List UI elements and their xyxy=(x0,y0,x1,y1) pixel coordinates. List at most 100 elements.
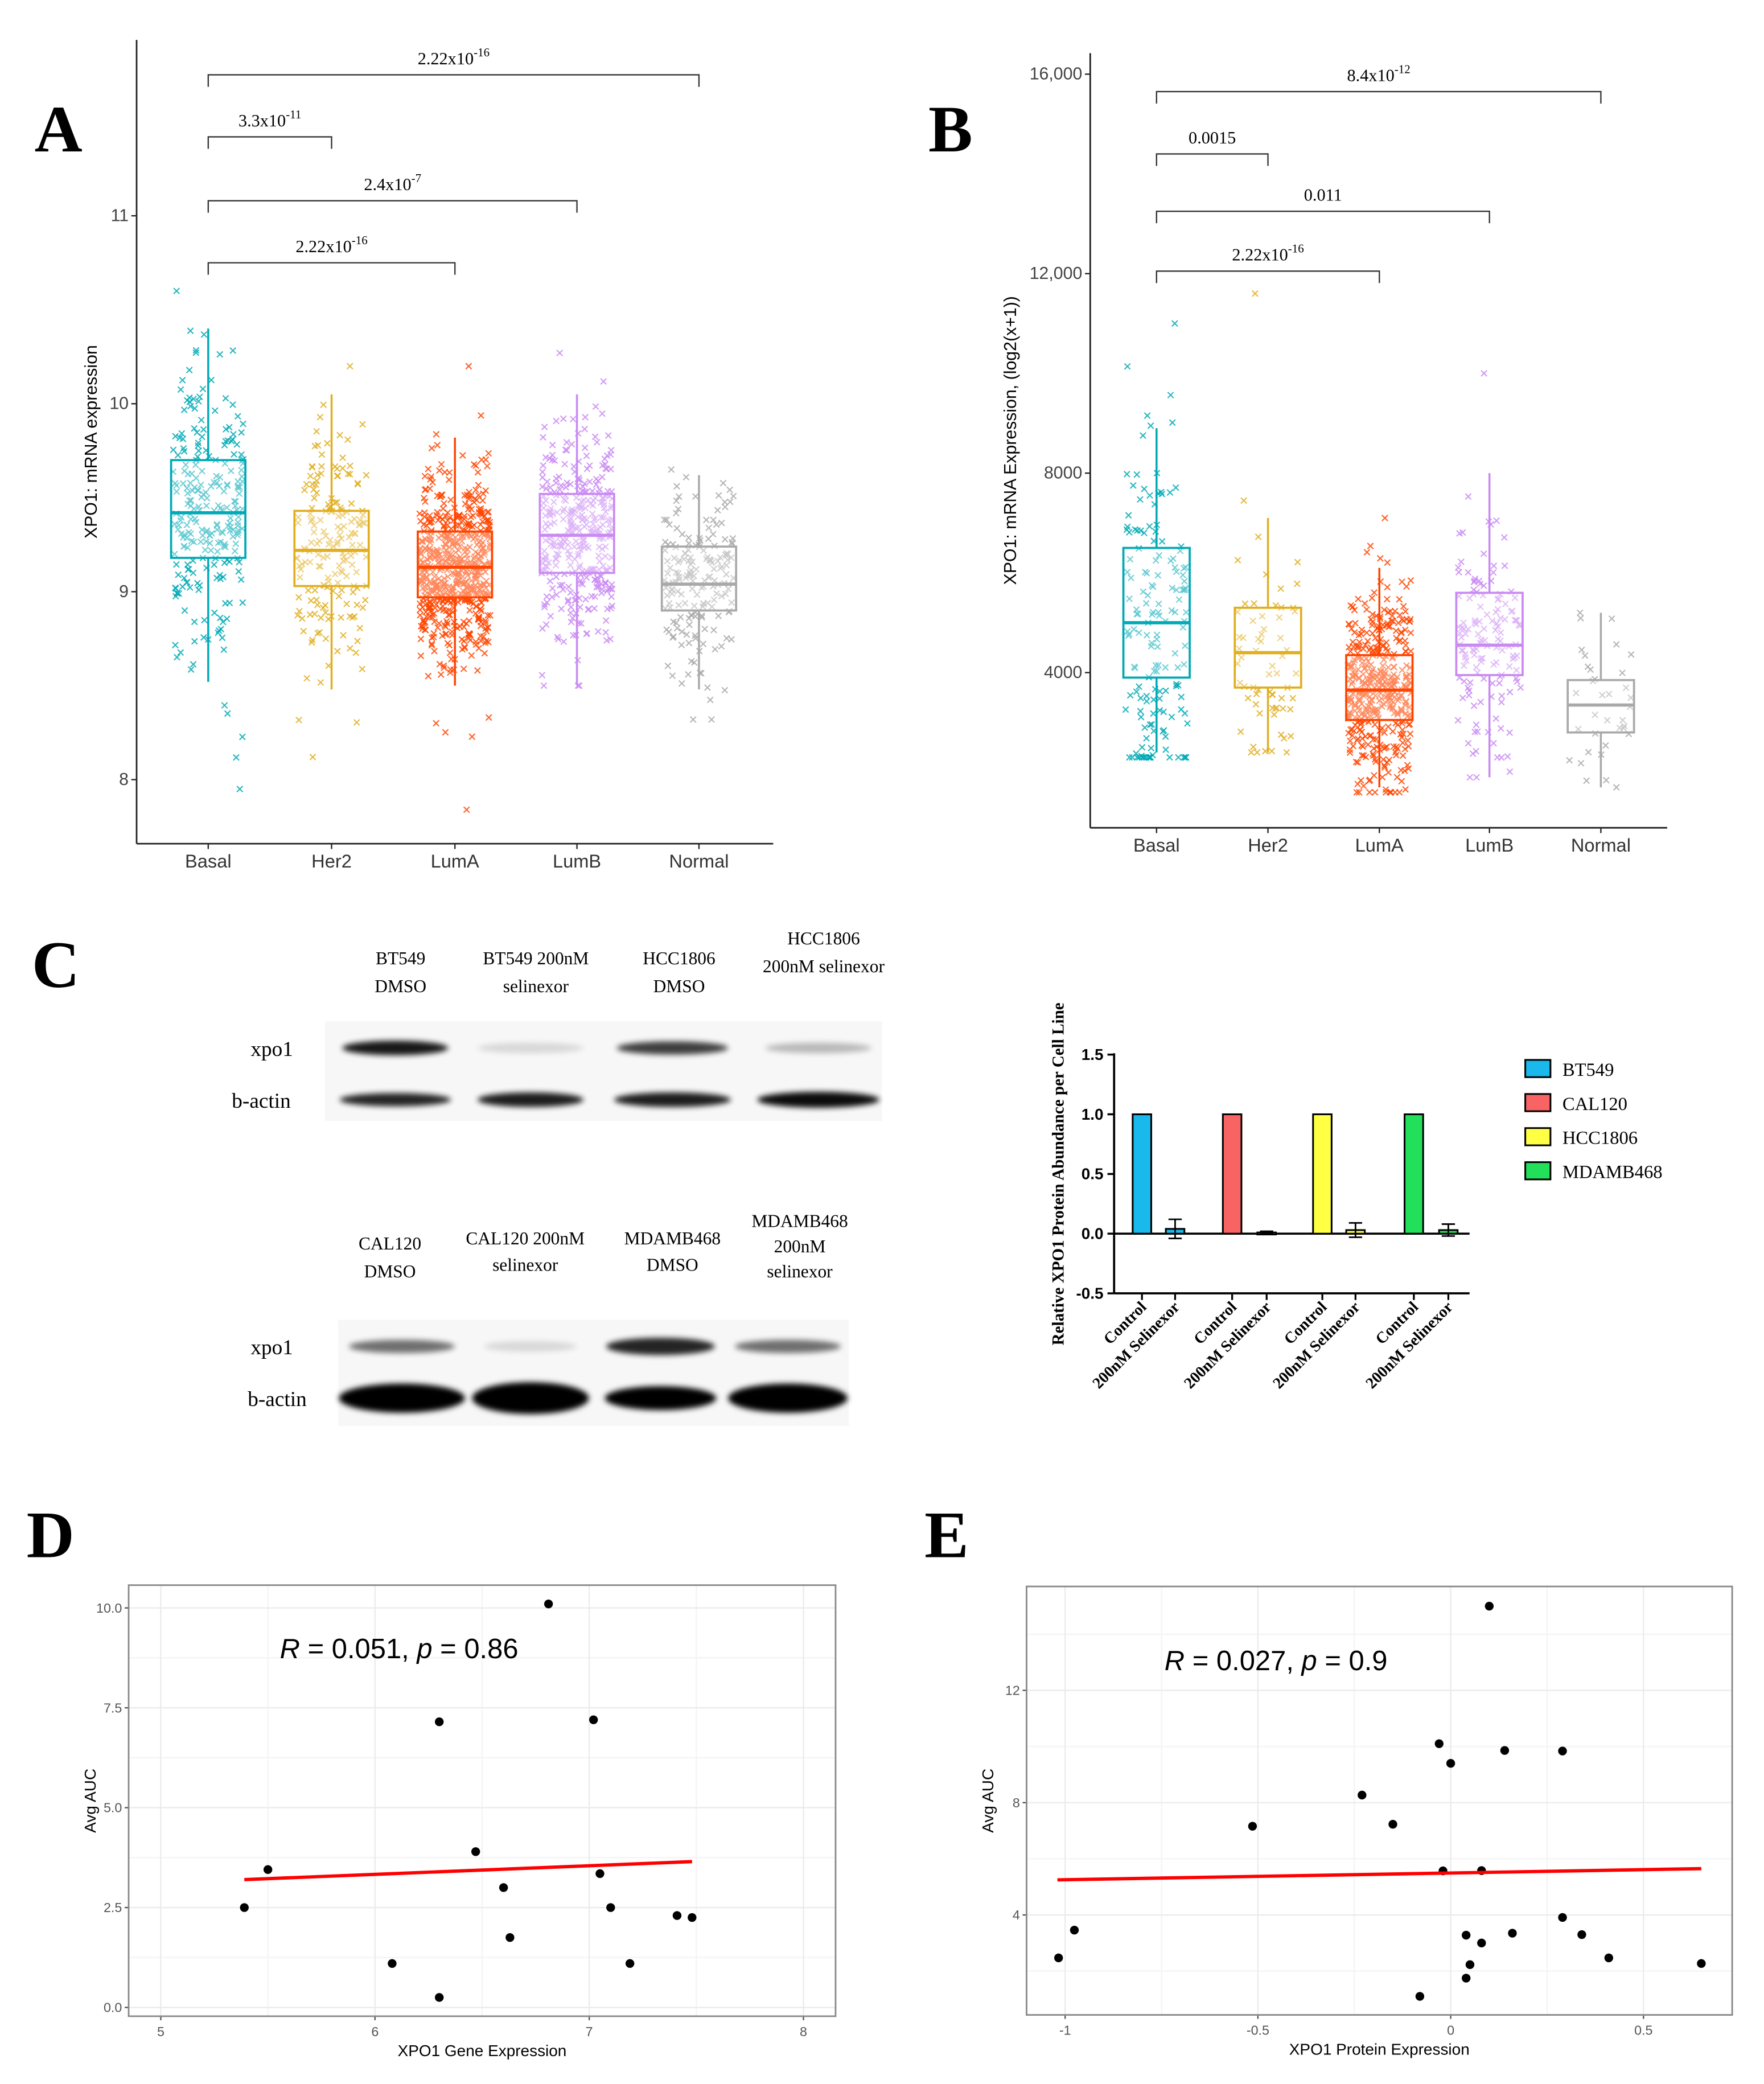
jitter-point xyxy=(445,476,453,483)
jitter-point xyxy=(1255,533,1262,540)
jitter-point xyxy=(541,603,548,611)
jitter-point xyxy=(565,597,572,604)
p-value-label: 0.0015 xyxy=(1189,128,1236,147)
jitter-point xyxy=(308,539,315,546)
blot-lane-label: CAL120 xyxy=(359,1234,421,1253)
x-tick-label: 6 xyxy=(371,2024,379,2039)
annotation-symbol: p xyxy=(416,1634,432,1664)
jitter-point xyxy=(722,571,730,578)
jitter-point xyxy=(1619,717,1626,724)
data-point xyxy=(1477,1938,1486,1948)
jitter-point xyxy=(574,513,581,520)
jitter-point xyxy=(320,554,327,561)
jitter-point xyxy=(1493,517,1500,524)
panel-label-c: C xyxy=(32,928,80,1002)
jitter-point xyxy=(434,509,441,516)
blot-row-label: xpo1 xyxy=(250,1038,293,1061)
jitter-point xyxy=(478,599,485,606)
jitter-point xyxy=(1401,701,1409,709)
jitter-point xyxy=(435,620,443,627)
jitter-point xyxy=(1394,711,1401,718)
jitter-point xyxy=(582,504,589,512)
jitter-point xyxy=(211,479,217,486)
jitter-point xyxy=(700,640,707,647)
blot-band xyxy=(348,1339,455,1353)
jitter-point xyxy=(678,680,685,687)
blot-lane-label: MDAMB468 xyxy=(624,1228,721,1248)
jitter-point xyxy=(679,531,686,538)
jitter-point xyxy=(1376,554,1384,562)
jitter-point xyxy=(1351,629,1358,636)
jitter-point xyxy=(444,533,451,540)
jitter-point xyxy=(348,518,355,525)
blot-row-label: xpo1 xyxy=(250,1336,293,1359)
jitter-point xyxy=(600,514,607,521)
jitter-point xyxy=(444,521,451,529)
jitter-point xyxy=(710,565,718,573)
y-tick-label: 4000 xyxy=(1044,663,1082,682)
jitter-point xyxy=(426,613,433,620)
jitter-point xyxy=(669,672,676,679)
jitter-point xyxy=(219,529,227,536)
jitter-point xyxy=(477,572,484,579)
jitter-point xyxy=(478,412,484,419)
jitter-point xyxy=(311,522,318,529)
jitter-point xyxy=(579,581,586,588)
legend-label: BT549 xyxy=(1562,1060,1614,1080)
jitter-point xyxy=(540,462,547,469)
jitter-point xyxy=(1461,677,1467,685)
significance-bracket xyxy=(207,136,332,149)
jitter-point xyxy=(1517,684,1524,691)
jitter-point xyxy=(1407,648,1415,655)
error-bar xyxy=(1441,1223,1455,1237)
jitter-point xyxy=(685,639,693,647)
jitter-point xyxy=(1368,668,1376,676)
jitter-point xyxy=(568,618,575,626)
jitter-point xyxy=(1265,671,1273,678)
jitter-point xyxy=(690,602,698,610)
jitter-point xyxy=(712,646,719,653)
data-point xyxy=(1070,1925,1079,1935)
jitter-point xyxy=(452,549,459,556)
jitter-point xyxy=(417,635,425,643)
jitter-point xyxy=(1252,290,1259,297)
jitter-point xyxy=(467,513,474,521)
jitter-point xyxy=(593,439,601,446)
jitter-point xyxy=(453,554,460,562)
jitter-point xyxy=(1133,750,1140,757)
jitter-point xyxy=(180,406,188,413)
jitter-point xyxy=(1602,742,1609,749)
p-value-label: 2.22x10-16 xyxy=(418,46,490,68)
jitter-point xyxy=(1405,704,1413,711)
jitter-point xyxy=(195,586,202,593)
jitter-point xyxy=(177,649,184,656)
jitter-point xyxy=(1249,617,1256,624)
jitter-point xyxy=(437,578,445,585)
jitter-point xyxy=(199,385,207,393)
jitter-point xyxy=(1268,747,1276,755)
blot-band xyxy=(477,1042,584,1054)
jitter-point xyxy=(546,512,554,519)
jitter-point xyxy=(1272,705,1279,712)
blot-lane-label: HCC1806 xyxy=(643,948,716,968)
jitter-point xyxy=(582,542,590,550)
jitter-point xyxy=(1391,607,1399,615)
jitter-point xyxy=(445,556,452,562)
jitter-point xyxy=(202,489,209,496)
jitter-point xyxy=(465,363,472,370)
jitter-point xyxy=(434,624,441,631)
jitter-point xyxy=(718,563,725,570)
x-tick-label: Her2 xyxy=(311,850,352,872)
jitter-point xyxy=(552,479,560,487)
jitter-point xyxy=(309,480,316,488)
jitter-point xyxy=(192,519,200,526)
jitter-point xyxy=(1480,582,1487,589)
jitter-point xyxy=(1398,708,1405,716)
jitter-point xyxy=(1381,729,1388,736)
jitter-point xyxy=(1277,634,1284,642)
jitter-point xyxy=(199,467,205,475)
jitter-point xyxy=(1346,749,1354,756)
jitter-point xyxy=(713,521,720,528)
jitter-point xyxy=(1182,642,1189,650)
jitter-point xyxy=(593,481,600,488)
